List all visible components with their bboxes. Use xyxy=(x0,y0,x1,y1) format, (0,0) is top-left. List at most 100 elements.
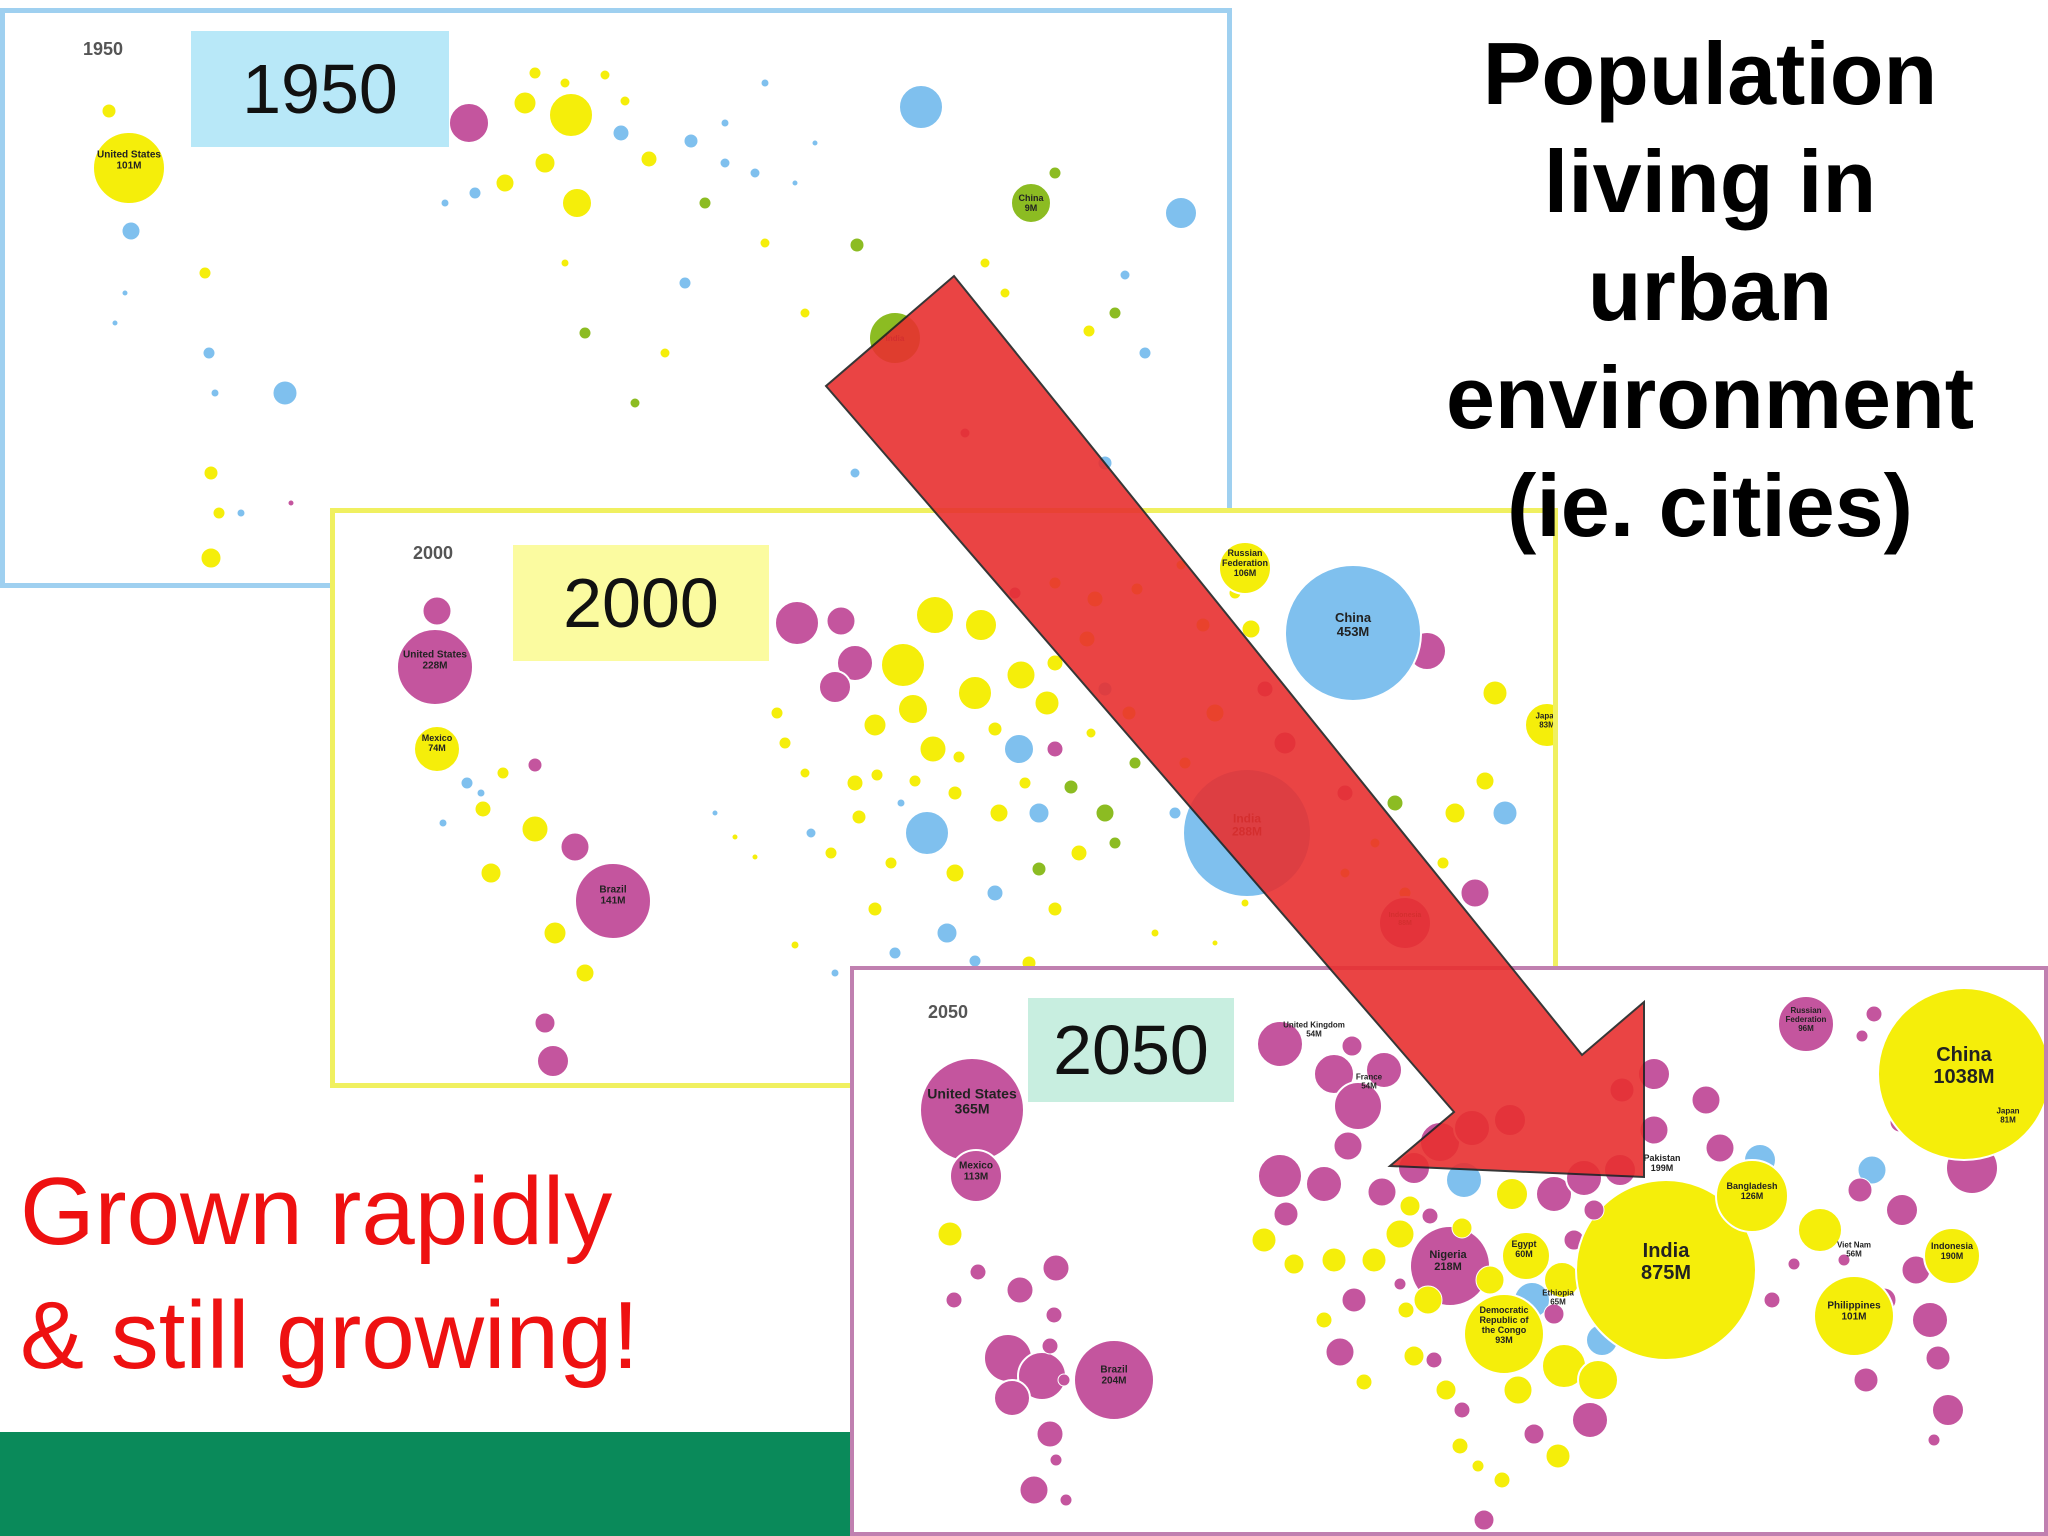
population-bubble xyxy=(599,69,611,81)
population-bubble xyxy=(896,798,906,808)
population-bubble xyxy=(1085,727,1097,739)
population-bubble xyxy=(1847,1177,1873,1203)
population-bubble xyxy=(468,186,482,200)
population-bubble xyxy=(527,757,543,773)
population-bubble xyxy=(396,628,474,706)
population-bubble xyxy=(1257,1153,1303,1199)
population-bubble xyxy=(474,800,492,818)
population-bubble xyxy=(560,258,570,268)
country-bubble-label: Indonesia 190M xyxy=(1931,1241,1974,1261)
population-bubble xyxy=(987,721,1003,737)
population-bubble xyxy=(1028,802,1050,824)
country-bubble-label: Brazil 141M xyxy=(599,885,626,907)
population-bubble xyxy=(111,319,119,327)
population-bubble xyxy=(198,266,212,280)
population-bubble xyxy=(480,862,502,884)
population-bubble xyxy=(560,832,590,862)
population-bubble xyxy=(1059,1493,1073,1507)
country-bubble-label: China 453M xyxy=(1335,610,1372,639)
population-bubble xyxy=(711,809,719,817)
population-bubble xyxy=(578,326,592,340)
country-bubble-label: Viet Nam 56M xyxy=(1837,1241,1871,1259)
population-bubble xyxy=(1078,630,1096,648)
population-bubble xyxy=(1421,1207,1439,1225)
population-bubble xyxy=(959,427,971,439)
population-bubble xyxy=(212,506,226,520)
population-bubble xyxy=(1453,1109,1491,1147)
subtitle-line: Grown rapidly xyxy=(20,1158,613,1265)
year-badge-2050: 2050 xyxy=(1028,998,1234,1102)
population-bubble xyxy=(101,103,117,119)
population-bubble xyxy=(1471,1459,1485,1473)
population-bubble xyxy=(1444,802,1466,824)
population-bubble xyxy=(1451,1217,1473,1239)
population-bubble xyxy=(720,118,730,128)
footer-bar xyxy=(0,1432,850,1536)
population-bubble xyxy=(1435,1379,1457,1401)
population-bubble xyxy=(880,642,926,688)
population-bubble xyxy=(759,237,771,249)
population-bubble xyxy=(448,102,490,144)
population-bubble xyxy=(1637,1057,1671,1091)
population-bubble xyxy=(919,735,947,763)
small-year-label-2000: 2000 xyxy=(413,543,454,563)
population-bubble xyxy=(870,768,884,782)
population-bubble xyxy=(460,776,474,790)
population-bubble xyxy=(1095,803,1115,823)
population-bubble xyxy=(534,152,556,174)
population-bubble xyxy=(476,788,486,798)
population-bubble xyxy=(1813,1275,1895,1357)
population-bubble xyxy=(1355,1373,1373,1391)
population-bubble xyxy=(805,827,817,839)
population-bubble xyxy=(993,1379,1031,1417)
population-bubble xyxy=(543,921,567,945)
population-bubble xyxy=(936,922,958,944)
population-bubble xyxy=(200,547,222,569)
country-bubble-label: Russian Federation 96M xyxy=(1786,1006,1827,1033)
population-bubble xyxy=(846,774,864,792)
population-bubble xyxy=(536,1044,570,1078)
population-bubble xyxy=(1128,756,1142,770)
population-bubble xyxy=(521,815,549,843)
population-bubble xyxy=(1333,1131,1363,1161)
population-bubble xyxy=(1609,1077,1635,1103)
population-bubble xyxy=(1047,901,1063,917)
population-bubble xyxy=(770,706,784,720)
population-bubble xyxy=(1041,1337,1059,1355)
population-bubble xyxy=(413,725,461,773)
population-bubble xyxy=(440,198,450,208)
population-bubble xyxy=(1473,1509,1495,1531)
population-bubble xyxy=(760,78,770,88)
population-bubble xyxy=(1082,324,1096,338)
population-bubble xyxy=(513,91,537,115)
population-bubble xyxy=(824,846,838,860)
population-bubble xyxy=(612,124,630,142)
population-bubble xyxy=(1639,1115,1669,1145)
population-bubble xyxy=(1108,306,1122,320)
population-bubble xyxy=(619,95,631,107)
population-bubble xyxy=(1393,1277,1407,1291)
population-bubble xyxy=(1857,1155,1887,1185)
population-bubble xyxy=(849,237,865,253)
population-bubble xyxy=(937,1221,963,1247)
population-bubble xyxy=(1048,166,1062,180)
population-bubble xyxy=(1445,1161,1483,1199)
population-bubble xyxy=(799,767,811,779)
country-bubble-label: India 288M xyxy=(1232,811,1262,838)
population-bubble xyxy=(979,257,991,269)
slide-title: Population living in urban environment (… xyxy=(1380,20,2040,560)
population-bubble xyxy=(1175,559,1187,571)
population-bubble xyxy=(830,968,840,978)
population-bubble xyxy=(719,157,731,169)
country-bubble-label: United States 101M xyxy=(97,150,161,172)
population-bubble xyxy=(1097,681,1113,697)
small-year-label-2050: 2050 xyxy=(928,1002,969,1022)
population-bubble xyxy=(1853,1367,1879,1393)
population-bubble xyxy=(1545,1443,1571,1469)
population-bubble xyxy=(888,946,902,960)
population-bubble xyxy=(1399,1195,1421,1217)
population-bubble xyxy=(1108,836,1122,850)
population-bubble xyxy=(1425,1351,1443,1369)
population-bubble xyxy=(915,595,955,635)
population-bubble xyxy=(1493,1103,1527,1137)
